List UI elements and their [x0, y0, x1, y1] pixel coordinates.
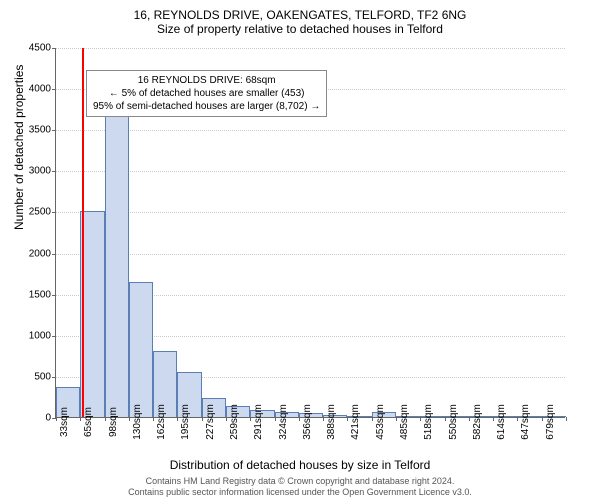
xtick-label: 291sqm — [253, 404, 264, 440]
footer-copyright: Contains HM Land Registry data © Crown c… — [0, 476, 600, 498]
histogram-bar — [129, 282, 153, 417]
ytick-label: 3000 — [29, 166, 51, 177]
xtick-label: 679sqm — [545, 404, 556, 440]
ytick-label: 3500 — [29, 125, 51, 136]
xtick-label: 614sqm — [496, 404, 507, 440]
y-axis-label: Number of detached properties — [12, 65, 26, 230]
ytick-label: 2500 — [29, 207, 51, 218]
histogram-chart: 05001000150020002500300035004000450033sq… — [55, 48, 565, 418]
footer-line-1: Contains HM Land Registry data © Crown c… — [0, 476, 600, 487]
ytick-label: 1500 — [29, 289, 51, 300]
marker-line — [82, 48, 84, 417]
x-axis-label: Distribution of detached houses by size … — [0, 458, 600, 472]
histogram-bar — [80, 211, 104, 417]
xtick-label: 453sqm — [375, 404, 386, 440]
annotation-line-1: 16 REYNOLDS DRIVE: 68sqm — [93, 74, 320, 87]
xtick-label: 227sqm — [205, 404, 216, 440]
xtick-label: 550sqm — [448, 404, 459, 440]
xtick-label: 324sqm — [278, 404, 289, 440]
ytick-label: 500 — [34, 371, 51, 382]
xtick-label: 388sqm — [326, 404, 337, 440]
xtick-label: 421sqm — [350, 404, 361, 440]
xtick-label: 647sqm — [520, 404, 531, 440]
annotation-box: 16 REYNOLDS DRIVE: 68sqm← 5% of detached… — [86, 70, 327, 117]
xtick-label: 130sqm — [132, 404, 143, 440]
xtick-label: 485sqm — [399, 404, 410, 440]
plot-area: 05001000150020002500300035004000450033sq… — [55, 48, 565, 418]
histogram-bar — [105, 109, 129, 417]
page-title-2: Size of property relative to detached ho… — [10, 22, 590, 36]
xtick-label: 33sqm — [59, 407, 70, 437]
xtick-label: 518sqm — [423, 404, 434, 440]
xtick-label: 65sqm — [83, 407, 94, 437]
annotation-line-2: ← 5% of detached houses are smaller (453… — [93, 87, 320, 100]
xtick-label: 162sqm — [156, 404, 167, 440]
xtick-label: 259sqm — [229, 404, 240, 440]
ytick-label: 1000 — [29, 330, 51, 341]
ytick-label: 4000 — [29, 84, 51, 95]
ytick-label: 4500 — [29, 43, 51, 54]
ytick-label: 2000 — [29, 248, 51, 259]
xtick-label: 582sqm — [472, 404, 483, 440]
xtick-label: 356sqm — [302, 404, 313, 440]
xtick-label: 195sqm — [180, 404, 191, 440]
xtick-label: 98sqm — [108, 407, 119, 437]
ytick-label: 0 — [45, 413, 51, 424]
annotation-line-3: 95% of semi-detached houses are larger (… — [93, 100, 320, 113]
page-title-1: 16, REYNOLDS DRIVE, OAKENGATES, TELFORD,… — [10, 8, 590, 22]
footer-line-2: Contains public sector information licen… — [0, 487, 600, 498]
